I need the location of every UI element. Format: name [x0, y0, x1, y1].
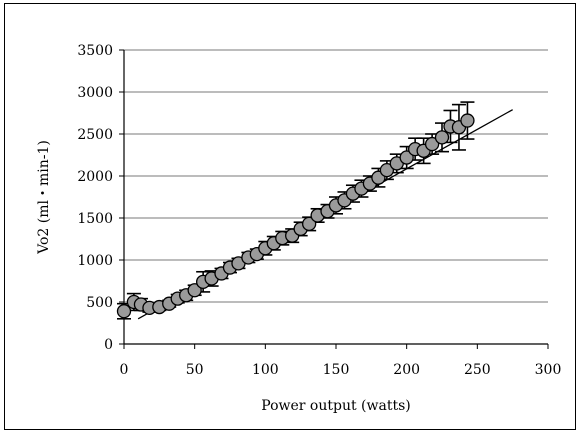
axes [119, 49, 549, 349]
data-point [434, 130, 450, 145]
x-axis-title: Power output (watts) [261, 398, 411, 414]
x-tick-label: 50 [186, 362, 204, 378]
data-point [399, 150, 414, 165]
y-tick-label: 1000 [77, 253, 113, 269]
x-tick-label: 300 [535, 362, 562, 378]
x-tick-label: 100 [252, 362, 279, 378]
y-axis-title: Vo2 (ml・min-1) [36, 140, 52, 255]
x-tick-label: 200 [393, 362, 420, 378]
y-tick-label: 500 [86, 295, 113, 311]
data-point [116, 304, 132, 319]
chart-frame [4, 3, 576, 430]
data-point [460, 113, 475, 128]
data-point [187, 283, 202, 298]
y-tick-label: 1500 [77, 211, 113, 227]
grid-lines [124, 49, 548, 303]
x-tick-label: 250 [464, 362, 491, 378]
tick-labels: 0 500 1000 1500 2000 2500 3000 3500 0 50 100 150 200… [77, 43, 561, 378]
data-points [116, 113, 475, 319]
data-point [424, 136, 440, 152]
y-tick-label: 0 [104, 337, 113, 353]
y-tick-label: 3000 [77, 85, 113, 101]
y-tick-label: 2000 [77, 169, 113, 185]
y-tick-label: 2500 [77, 127, 113, 143]
y-tick-label: 3500 [77, 43, 113, 59]
error-bars [117, 101, 475, 320]
x-tick-label: 0 [120, 362, 129, 378]
data-point [379, 162, 395, 178]
data-point [301, 216, 317, 232]
x-tick-label: 150 [323, 362, 350, 378]
